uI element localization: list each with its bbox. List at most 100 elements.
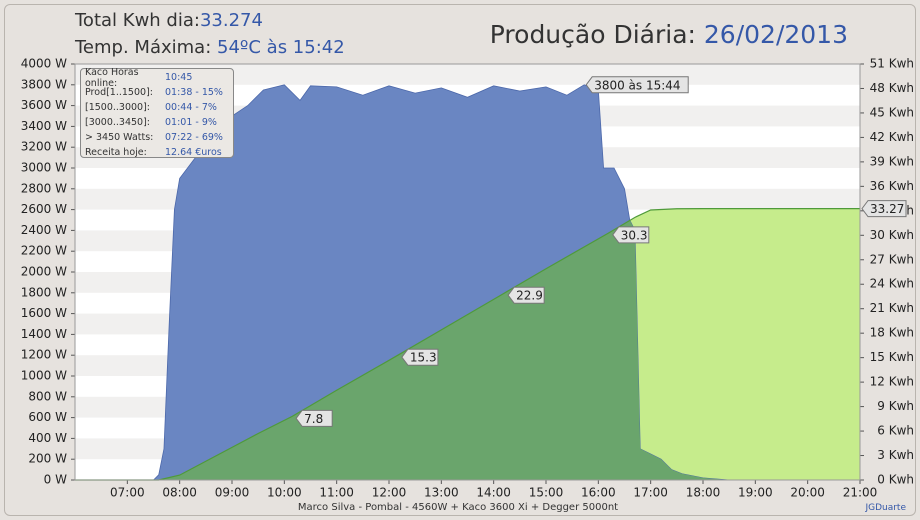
temp-value: 54ºC às 15:42 (217, 37, 345, 58)
y2-tick-label: 24 Kwh (870, 277, 914, 291)
x-tick-label: 16:00 (581, 486, 616, 500)
info-row: > 3450 Watts: 07:22 - 69% (85, 130, 229, 145)
info-value: 07:22 - 69% (165, 132, 223, 143)
x-tick-label: 15:00 (529, 486, 564, 500)
frame (4, 4, 916, 516)
title-label: Produção Diária: (489, 20, 696, 49)
energy-label-box (401, 348, 439, 366)
y2-tick-label: 12 Kwh (870, 375, 914, 389)
end-label-box (861, 200, 907, 218)
info-value: 12.64 €uros (165, 147, 222, 158)
y-tick-label: 3000 W (21, 161, 67, 175)
y-tick-label: 3400 W (21, 119, 67, 133)
info-label: Kaco Horas online: (85, 66, 139, 89)
y2-tick-label: 3 Kwh (877, 448, 914, 462)
x-tick-label: 14:00 (476, 486, 511, 500)
y2-tick-label: 39 Kwh (870, 154, 914, 168)
y-tick-label: 2000 W (21, 265, 67, 279)
x-tick-label: 12:00 (372, 486, 407, 500)
y2-tick-label: 36 Kwh (870, 179, 914, 193)
y-tick-label: 2200 W (21, 244, 67, 258)
y2-tick-label: 15 Kwh (870, 350, 914, 364)
x-tick-label: 18:00 (686, 486, 721, 500)
x-tick-label: 17:00 (633, 486, 668, 500)
total-label: Total Kwh dia: (75, 10, 200, 31)
y-tick-label: 2400 W (21, 223, 67, 237)
peak-label-box (585, 76, 689, 94)
x-tick-label: 07:00 (110, 486, 145, 500)
x-tick-label: 19:00 (738, 486, 773, 500)
info-row: Receita hoje: 12.64 €uros (85, 145, 229, 160)
info-label: Prod[1..1500]: (85, 87, 153, 98)
energy-label-box (295, 409, 333, 427)
info-row: [3000..3450]: 01:01 - 9% (85, 115, 229, 130)
y2-tick-label: 9 Kwh (877, 399, 914, 413)
title-date: 26/02/2013 (703, 20, 848, 49)
y-tick-label: 3600 W (21, 98, 67, 112)
y-tick-label: 1800 W (21, 285, 67, 299)
info-label: [3000..3450]: (85, 117, 151, 128)
y-tick-label: 600 W (28, 410, 67, 424)
credit: JGDuarte (865, 503, 906, 513)
y-tick-label: 3200 W (21, 140, 67, 154)
info-value: 01:38 - 15% (165, 87, 223, 98)
energy-label: 22.9 (516, 289, 543, 303)
y-tick-label: 1200 W (21, 348, 67, 362)
y2-tick-label: 42 Kwh (870, 130, 914, 144)
y2-tick-label: 51 Kwh (870, 57, 914, 71)
y2-tick-label: 30 Kwh (870, 228, 914, 242)
info-label: [1500..3000]: (85, 102, 151, 113)
y2-tick-label: 45 Kwh (870, 105, 914, 119)
x-tick-label: 21:00 (843, 486, 878, 500)
x-tick-label: 09:00 (215, 486, 250, 500)
power-area (75, 84, 860, 481)
y2-tick-label: 0 Kwh (877, 473, 914, 487)
info-row: Prod[1..1500]: 01:38 - 15% (85, 85, 229, 100)
y2-tick-label: 21 Kwh (870, 301, 914, 315)
x-tick-label: 10:00 (267, 486, 302, 500)
energy-label: 15.3 (410, 351, 437, 365)
y-tick-label: 1400 W (21, 327, 67, 341)
y2-tick-label: 6 Kwh (877, 424, 914, 438)
x-tick-label: 13:00 (424, 486, 459, 500)
info-row: [1500..3000]: 00:44 - 7% (85, 100, 229, 115)
title: Produção Diária: 26/02/2013 (490, 20, 848, 49)
info-row: Kaco Horas online: 10:45 (85, 67, 229, 89)
y2-tick-label: 18 Kwh (870, 326, 914, 340)
y-tick-label: 0 W (44, 473, 67, 487)
energy-label-box (507, 286, 545, 304)
y-tick-label: 1000 W (21, 369, 67, 383)
info-label: Receita hoje: (85, 147, 147, 158)
y-tick-label: 4000 W (21, 57, 67, 71)
info-value: 10:45 (165, 72, 193, 83)
temp-label: Temp. Máxima: (75, 37, 212, 58)
info-label: > 3450 Watts: (85, 132, 154, 143)
total: Total Kwh dia:33.274 (75, 10, 263, 31)
info-box: Kaco Horas online: 10:45 Prod[1..1500]: 01:… (80, 67, 234, 160)
footer: Marco Silva - Pombal - 4560W + Kaco 3600… (297, 502, 619, 513)
total-value: 33.274 (199, 10, 263, 31)
info-value: 01:01 - 9% (165, 117, 217, 128)
energy-label: 30.3 (621, 228, 648, 242)
y-tick-label: 2600 W (21, 202, 67, 216)
y-tick-label: 2800 W (21, 181, 67, 195)
x-tick-label: 08:00 (162, 486, 197, 500)
peak-label: 3800 às 15:44 (594, 78, 680, 92)
y-tick-label: 800 W (28, 389, 67, 403)
energy-line (75, 208, 860, 481)
x-tick-label: 11:00 (319, 486, 354, 500)
energy-label: 7.8 (304, 412, 323, 426)
y-tick-label: 3800 W (21, 77, 67, 91)
energy-label-box (612, 226, 650, 244)
y-tick-label: 400 W (28, 431, 67, 445)
y-tick-label: 1600 W (21, 306, 67, 320)
y2-tick-label: 48 Kwh (870, 81, 914, 95)
end-label: 33.27 (870, 202, 904, 216)
info-value: 00:44 - 7% (165, 102, 217, 113)
temp: Temp. Máxima: 54ºC às 15:42 (75, 37, 345, 58)
x-tick-label: 20:00 (790, 486, 825, 500)
plot-border (74, 63, 861, 481)
y2-tick-label: 27 Kwh (870, 252, 914, 266)
